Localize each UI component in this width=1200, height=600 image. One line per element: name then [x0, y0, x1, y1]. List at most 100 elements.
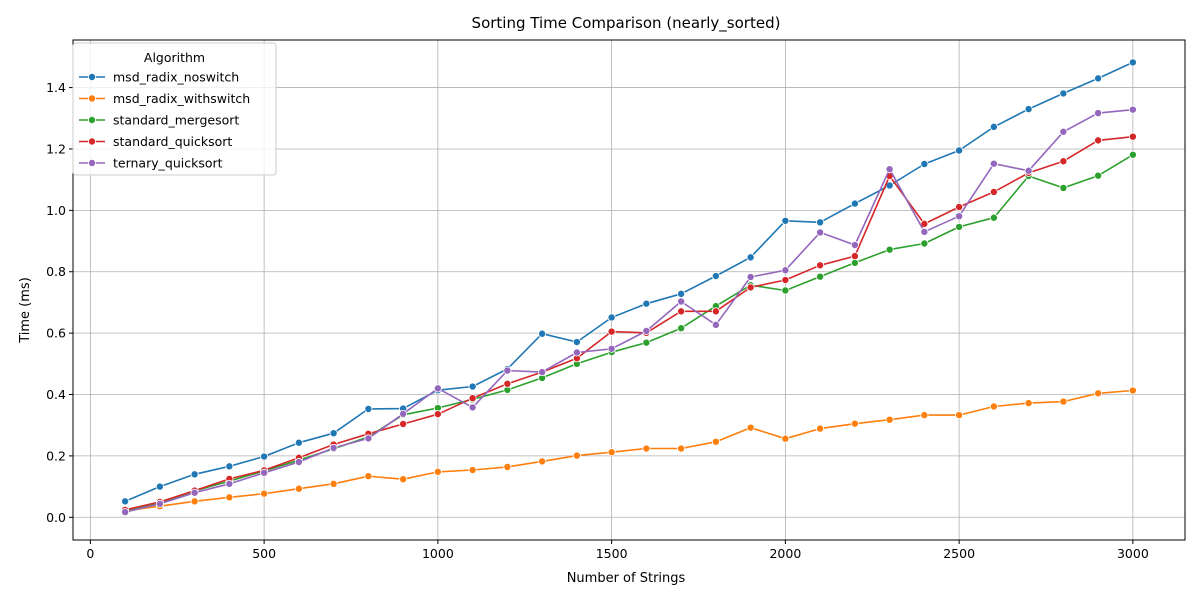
grid: [73, 40, 1185, 540]
data-point: [1094, 136, 1103, 145]
data-point: [781, 276, 790, 285]
data-point: [294, 484, 303, 493]
data-point: [1094, 109, 1103, 118]
x-tick-label: 500: [252, 546, 276, 561]
plot-frame: [72, 39, 1186, 541]
data-point: [1024, 166, 1033, 175]
data-point: [1024, 399, 1033, 408]
data-point: [850, 241, 859, 250]
data-point: [225, 462, 234, 471]
legend-marker: [88, 116, 97, 125]
y-tick-label: 0.6: [46, 326, 66, 341]
data-point: [642, 444, 651, 453]
data-point: [677, 307, 686, 316]
data-point: [468, 382, 477, 391]
data-point: [260, 489, 269, 498]
data-point: [1059, 183, 1068, 192]
data-point: [190, 488, 199, 497]
chart-title: Sorting Time Comparison (nearly_sorted): [472, 14, 781, 33]
legend-label: msd_radix_withswitch: [113, 91, 250, 106]
data-point: [607, 327, 616, 336]
data-point: [399, 475, 408, 484]
data-point: [816, 272, 825, 281]
legend-item: msd_radix_withswitch: [79, 91, 250, 106]
data-point: [538, 368, 547, 377]
data-point: [746, 253, 755, 262]
data-point: [781, 286, 790, 295]
data-point: [121, 508, 130, 517]
y-tick-label: 1.4: [46, 80, 66, 95]
data-point: [920, 239, 929, 248]
data-point: [781, 434, 790, 443]
data-point: [399, 409, 408, 418]
data-point: [850, 199, 859, 208]
x-axis-label: Number of Strings: [567, 571, 686, 586]
series-line: [124, 135, 1133, 511]
data-point: [329, 479, 338, 488]
y-tick-label: 0.8: [46, 264, 66, 279]
data-point: [1128, 150, 1137, 159]
data-point: [989, 402, 998, 411]
data-point: [989, 159, 998, 168]
data-point: [468, 403, 477, 412]
legend-item: ternary_quicksort: [79, 156, 223, 171]
data-point: [989, 213, 998, 222]
data-point: [433, 384, 442, 393]
data-point: [642, 326, 651, 335]
series-line: [124, 389, 1133, 512]
data-point: [711, 437, 720, 446]
data-point: [329, 443, 338, 452]
data-point: [572, 348, 581, 357]
data-point: [468, 466, 477, 475]
y-axis: 0.0 0.2 0.4 0.6 0.8 1.0 1.2 1.4: [46, 80, 73, 525]
data-point: [850, 419, 859, 428]
x-tick-label: 2500: [943, 546, 975, 561]
legend-marker: [88, 158, 97, 167]
data-point: [781, 266, 790, 275]
data-point: [538, 329, 547, 338]
x-tick-label: 0: [86, 546, 94, 561]
legend-items: msd_radix_noswitch msd_radix_withswitchst…: [79, 70, 250, 171]
data-point: [885, 165, 894, 174]
x-tick-label: 3000: [1117, 546, 1149, 561]
data-point: [433, 467, 442, 476]
series-msd-radix-withswitch: [121, 386, 1137, 515]
data-point: [364, 434, 373, 443]
data-point: [955, 202, 964, 211]
data-point: [1128, 132, 1137, 141]
legend-item: msd_radix_noswitch: [79, 70, 239, 85]
data-point: [1094, 389, 1103, 398]
data-point: [677, 297, 686, 306]
data-point: [885, 415, 894, 424]
data-point: [955, 411, 964, 420]
data-point: [329, 429, 338, 438]
data-point: [781, 216, 790, 225]
data-point: [1094, 171, 1103, 180]
data-point: [260, 468, 269, 477]
data-point: [989, 122, 998, 131]
data-point: [294, 438, 303, 447]
data-point: [850, 252, 859, 261]
data-point: [155, 482, 164, 491]
data-point: [260, 452, 269, 461]
series-ternary-quicksort: [121, 105, 1137, 517]
series-line: [124, 61, 1134, 503]
data-point: [920, 227, 929, 236]
data-point: [920, 160, 929, 169]
y-tick-label: 1.0: [46, 203, 66, 218]
data-point: [1024, 105, 1033, 114]
data-point: [711, 272, 720, 281]
series-line: [124, 154, 1134, 511]
x-tick-label: 1500: [596, 546, 628, 561]
y-tick-label: 0.4: [46, 387, 66, 402]
legend-marker: [88, 137, 97, 146]
data-point: [746, 283, 755, 292]
x-axis: 0 500 1000 1500 2000 2500 3000: [86, 540, 1149, 561]
data-point: [1128, 58, 1137, 67]
data-point: [503, 379, 512, 388]
legend-title: Algorithm: [144, 50, 205, 65]
data-point: [503, 366, 512, 375]
data-point: [1128, 386, 1137, 395]
data-point: [885, 245, 894, 254]
